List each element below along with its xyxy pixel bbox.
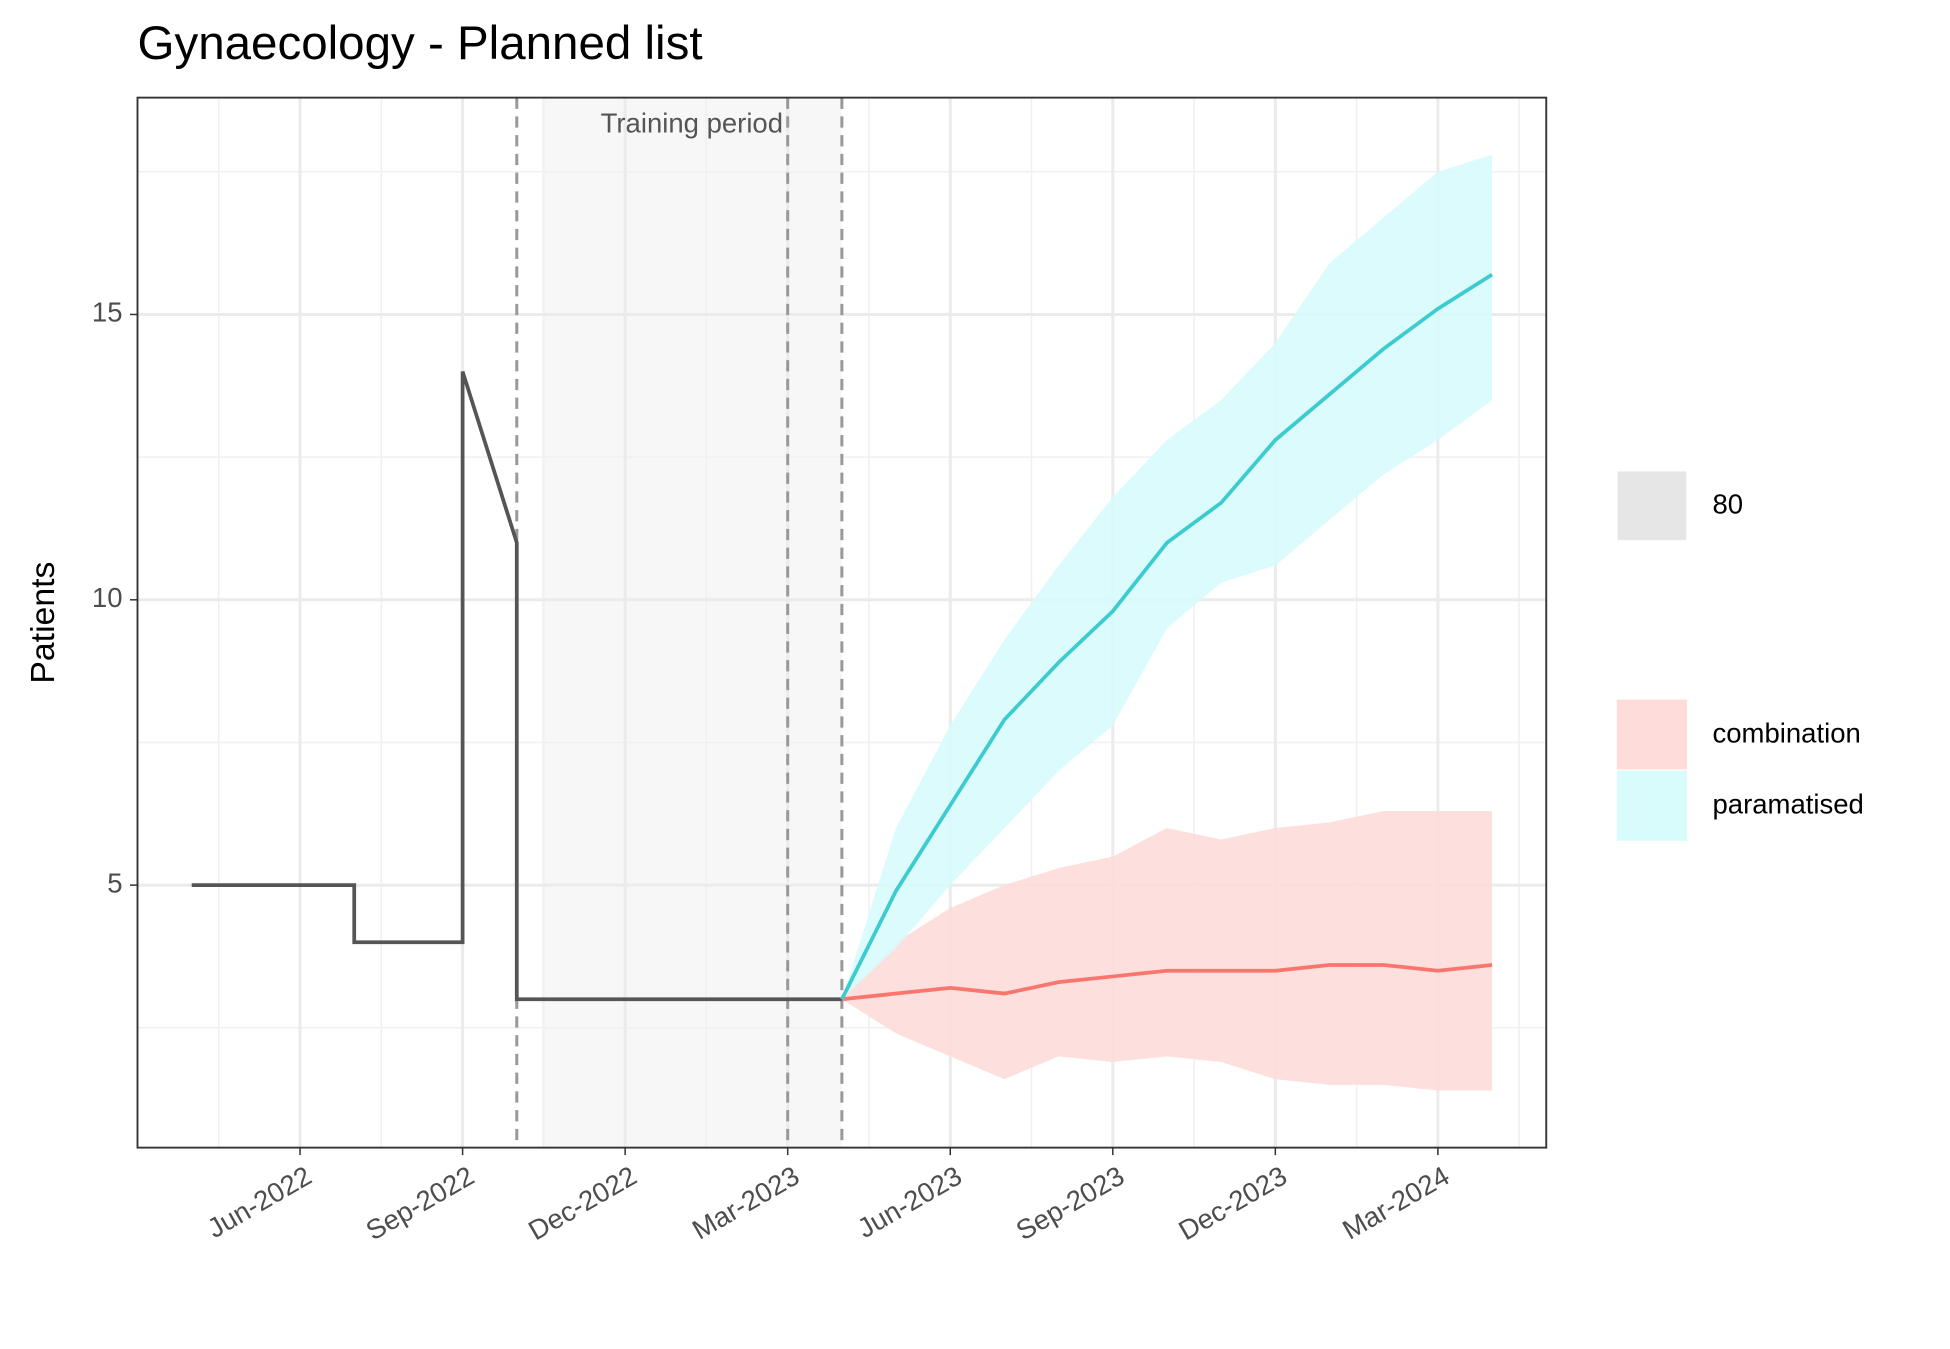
legend-key [1617,471,1687,541]
y-tick-label: 10 [92,582,123,613]
forecast-line [840,272,1494,1001]
y-tick-label: 15 [92,297,123,328]
legend-label: combination [1713,717,1861,748]
history-line [191,370,842,1002]
legend-key [1616,699,1687,770]
training-shade [541,97,842,1148]
forecast-line [841,963,1493,1002]
training-label: Training period [601,107,783,138]
interval-band [841,810,1493,1091]
panel-border [136,96,1548,1149]
y-tick-label: 5 [107,867,122,898]
interval-band [841,154,1493,1000]
chart-title: Gynaecology - Planned list [138,17,703,70]
legend-label: paramatised [1713,789,1864,820]
y-axis-label: Patients [24,562,62,684]
legend-key [1616,770,1687,841]
legend-label: 80 [1713,489,1744,520]
